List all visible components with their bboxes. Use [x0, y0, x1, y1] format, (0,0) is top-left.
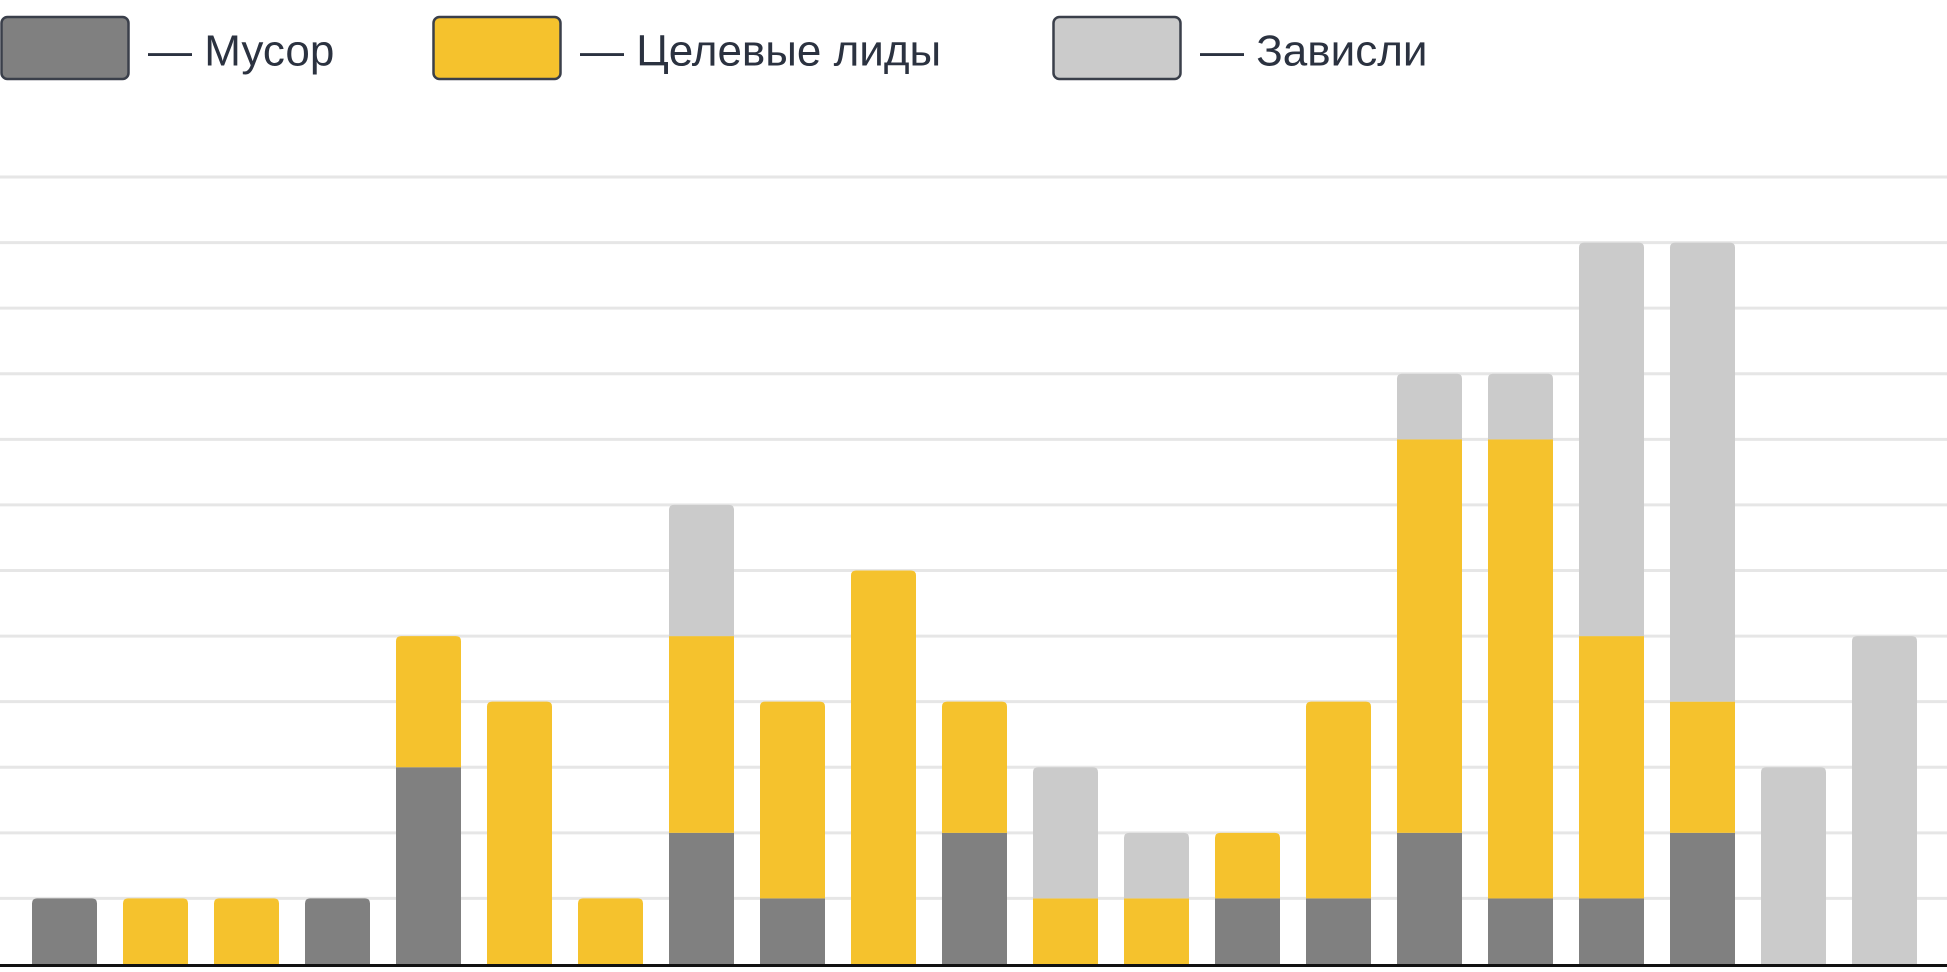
bar-segment [1397, 439, 1462, 833]
legend-label: — Зависли [1200, 27, 1427, 76]
legend-label: — Целевые лиды [580, 27, 941, 76]
bar-segment [1761, 767, 1826, 964]
bar-segment [487, 701, 552, 964]
bar-segment [1579, 242, 1644, 637]
bar-segment [942, 832, 1007, 964]
legend-swatch [432, 15, 562, 81]
bar-segment [32, 898, 97, 964]
bar-segment [396, 767, 461, 964]
bar-segment [1670, 832, 1735, 964]
legend-label: — Мусор [148, 27, 334, 76]
bar-segment [578, 898, 643, 964]
bar-segment [1670, 701, 1735, 833]
bar-segment [1215, 898, 1280, 964]
bar-segment [669, 832, 734, 964]
bar-segment [123, 898, 188, 964]
bar-segment [1124, 832, 1189, 899]
bar-segment [1033, 767, 1098, 899]
bar-segment [214, 898, 279, 964]
bar-segment [942, 701, 1007, 833]
bar-segment [1852, 636, 1917, 964]
legend-swatch [1052, 15, 1182, 81]
legend-swatch [0, 15, 130, 81]
bar-segment [1397, 373, 1462, 440]
bar-segment [1033, 898, 1098, 964]
bar-segment [305, 898, 370, 964]
bar-segment [669, 504, 734, 637]
bar-segment [1579, 636, 1644, 899]
bar-segment [1488, 373, 1553, 440]
bar-segment [1488, 898, 1553, 964]
bar-segment [1397, 832, 1462, 964]
bar-segment [760, 701, 825, 899]
bar-segment [1579, 898, 1644, 964]
bar-segment [851, 570, 916, 964]
bar-segment [1215, 832, 1280, 899]
bar-segment [669, 636, 734, 833]
bar-segment [1306, 898, 1371, 964]
bar-segment [1306, 701, 1371, 899]
bar-segment [396, 636, 461, 768]
bar-segment [760, 898, 825, 964]
bar-segment [1124, 898, 1189, 964]
bar-segment [1670, 242, 1735, 702]
bar-segment [1488, 439, 1553, 899]
